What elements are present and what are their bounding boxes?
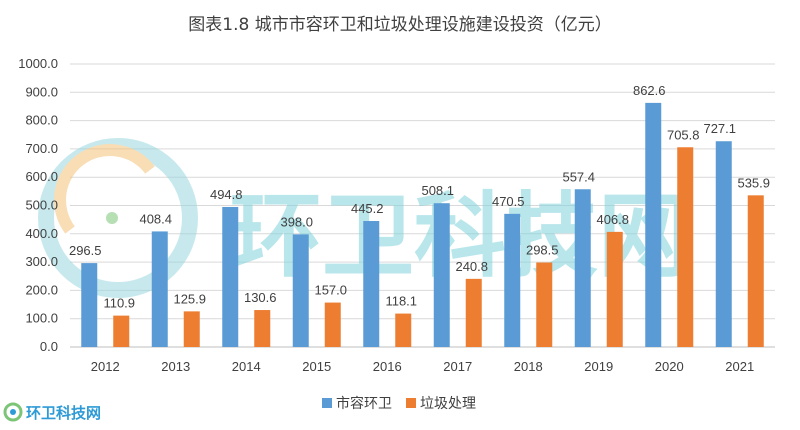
bar-sanitation-2016 xyxy=(363,221,380,347)
x-tick-label: 2016 xyxy=(373,359,402,374)
corner-logo-text: 环卫科技网 xyxy=(26,404,101,422)
bar-waste-2021 xyxy=(747,195,764,347)
data-label: 445.2 xyxy=(351,201,384,216)
x-tick-label: 2012 xyxy=(91,359,120,374)
data-label: 240.8 xyxy=(455,259,488,274)
x-tick-label: 2017 xyxy=(443,359,472,374)
y-axis: 0.0 100.0 200.0 300.0 400.0 500.0 600.0 700.0 80… xyxy=(18,56,58,354)
chart-title: 图表1.8 城市市容环卫和垃圾处理设施建设投资（亿元） xyxy=(188,15,611,35)
y-tick-label: 200.0 xyxy=(25,282,58,297)
legend-label: 市容环卫 xyxy=(336,395,392,412)
data-label: 398.0 xyxy=(280,214,313,229)
legend: 市容环卫 垃圾处理 xyxy=(322,395,476,412)
bar-sanitation-2017 xyxy=(433,203,450,347)
data-label: 298.5 xyxy=(526,243,559,258)
x-tick-label: 2020 xyxy=(655,359,684,374)
data-label: 535.9 xyxy=(737,175,770,190)
data-label: 470.5 xyxy=(492,194,525,209)
y-tick-label: 500.0 xyxy=(25,198,58,213)
bar-sanitation-2015 xyxy=(292,234,309,347)
watermark-logo-dot xyxy=(106,212,118,224)
legend-label: 垃圾处理 xyxy=(420,396,476,412)
bar-waste-2018 xyxy=(536,262,553,347)
y-tick-label: 0.0 xyxy=(40,339,58,354)
x-axis: 2012 2013 2014 2015 2016 2017 2018 2019 2020 2021 xyxy=(91,359,754,374)
data-label: 494.8 xyxy=(210,187,243,202)
x-tick-label: 2018 xyxy=(514,359,543,374)
data-label: 508.1 xyxy=(421,183,454,198)
bar-sanitation-2013 xyxy=(151,231,168,347)
bar-sanitation-2020 xyxy=(645,102,662,347)
bar-waste-2020 xyxy=(677,147,694,347)
y-tick-label: 400.0 xyxy=(25,226,58,241)
data-label: 130.6 xyxy=(244,290,277,305)
y-tick-label: 100.0 xyxy=(25,311,58,326)
y-tick-label: 600.0 xyxy=(25,169,58,184)
bar-waste-2013 xyxy=(183,311,200,347)
data-label: 727.1 xyxy=(703,121,736,136)
bar-sanitation-2014 xyxy=(222,206,239,347)
bar-waste-2016 xyxy=(395,313,412,347)
bars xyxy=(81,102,764,347)
y-tick-label: 300.0 xyxy=(25,254,58,269)
x-tick-label: 2019 xyxy=(584,359,613,374)
bar-waste-2015 xyxy=(324,302,341,347)
data-label: 296.5 xyxy=(69,243,102,258)
data-label: 862.6 xyxy=(633,83,666,98)
bar-sanitation-2021 xyxy=(715,141,732,347)
bar-waste-2012 xyxy=(113,315,130,347)
x-tick-label: 2015 xyxy=(302,359,331,374)
data-label: 705.8 xyxy=(667,127,700,142)
data-label: 118.1 xyxy=(385,294,417,309)
bar-waste-2017 xyxy=(465,278,482,347)
data-label: 408.4 xyxy=(139,211,172,226)
x-tick-label: 2021 xyxy=(725,359,754,374)
x-tick-label: 2013 xyxy=(161,359,190,374)
corner-logo-dot xyxy=(10,409,16,415)
bar-sanitation-2018 xyxy=(504,213,521,347)
corner-logo-icon xyxy=(3,402,23,422)
y-tick-label: 700.0 xyxy=(25,141,58,156)
watermark-logo-arc xyxy=(54,144,155,234)
data-label: 557.4 xyxy=(562,169,595,184)
corner-logo: 环卫科技网 xyxy=(3,402,101,422)
bar-waste-2019 xyxy=(606,231,623,347)
legend-swatch xyxy=(322,398,332,408)
data-label: 125.9 xyxy=(173,291,206,306)
data-labels: 296.5 110.9 408.4 125.9 494.8 130.6 398.0 157.0… xyxy=(69,83,770,311)
y-tick-label: 800.0 xyxy=(25,113,58,128)
bar-sanitation-2012 xyxy=(81,263,98,347)
data-label: 157.0 xyxy=(314,283,347,298)
legend-swatch xyxy=(406,398,416,408)
bar-waste-2014 xyxy=(254,310,271,347)
bar-sanitation-2019 xyxy=(574,189,591,347)
y-tick-label: 1000.0 xyxy=(18,56,58,71)
y-tick-label: 900.0 xyxy=(25,84,58,99)
data-label: 406.8 xyxy=(596,212,629,227)
x-tick-label: 2014 xyxy=(232,359,261,374)
data-label: 110.9 xyxy=(103,296,135,311)
